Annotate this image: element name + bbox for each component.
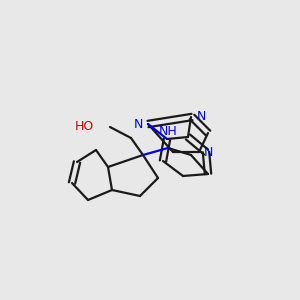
Text: N: N	[204, 146, 213, 158]
Text: N: N	[197, 110, 206, 124]
Text: NH: NH	[159, 125, 177, 138]
Text: N: N	[134, 118, 143, 130]
Text: HO: HO	[75, 121, 94, 134]
